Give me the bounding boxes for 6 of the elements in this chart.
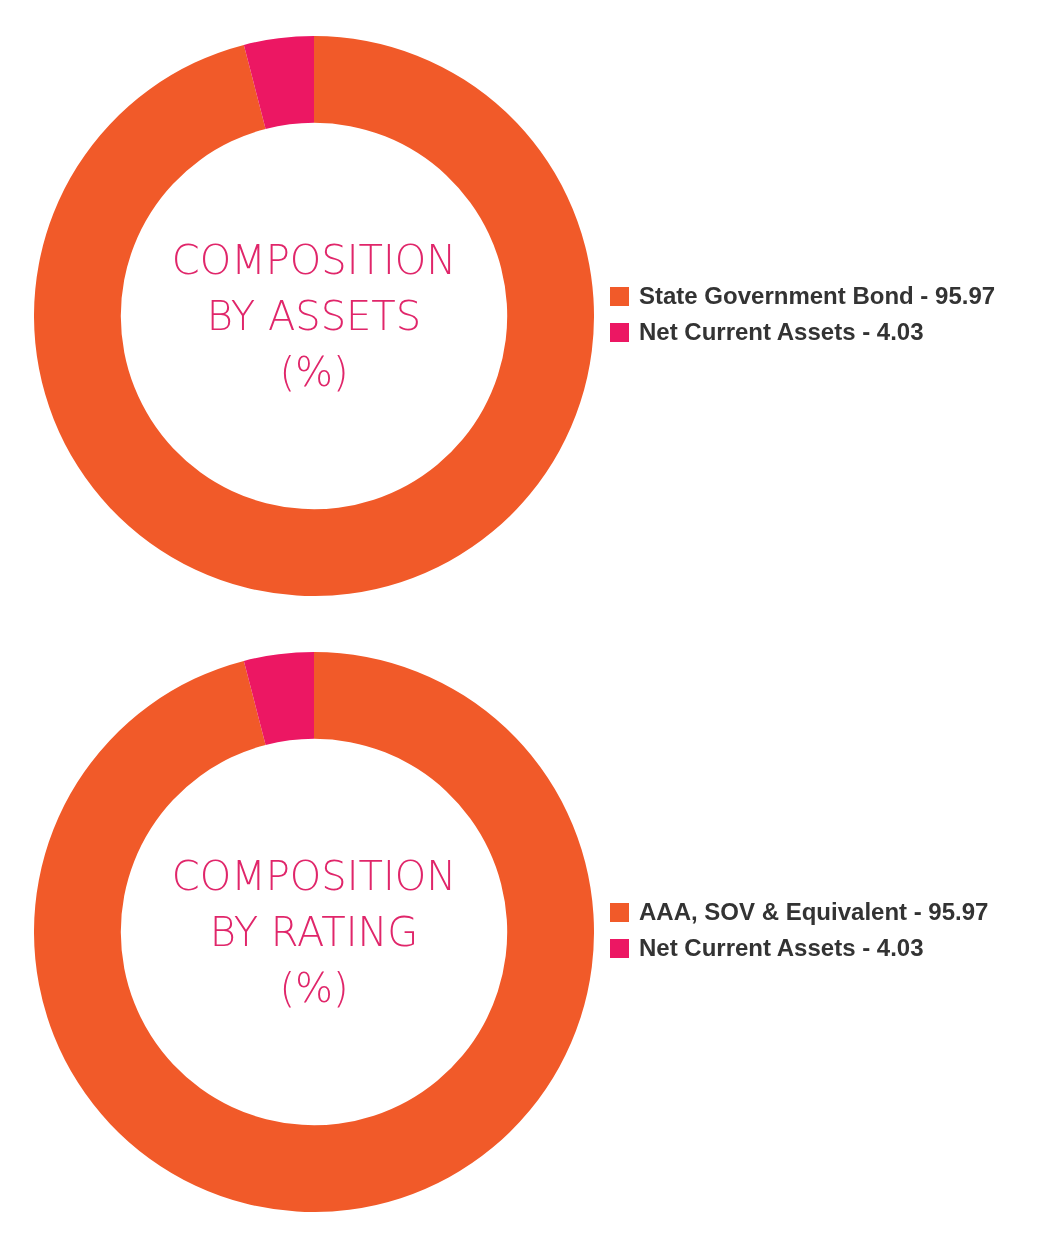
legend-label: Net Current Assets - 4.03 — [639, 317, 925, 347]
text: COMPOSITION BY ASSETS (%) — [171, 236, 457, 397]
legend-label: State Government Bond - 95.97 — [639, 281, 997, 311]
legend-label: Net Current Assets - 4.03 — [639, 933, 925, 963]
text: COMPOSITION BY RATING (%) — [171, 852, 457, 1013]
legend-label: AAA, SOV & Equivalent - 95.97 — [639, 897, 990, 927]
